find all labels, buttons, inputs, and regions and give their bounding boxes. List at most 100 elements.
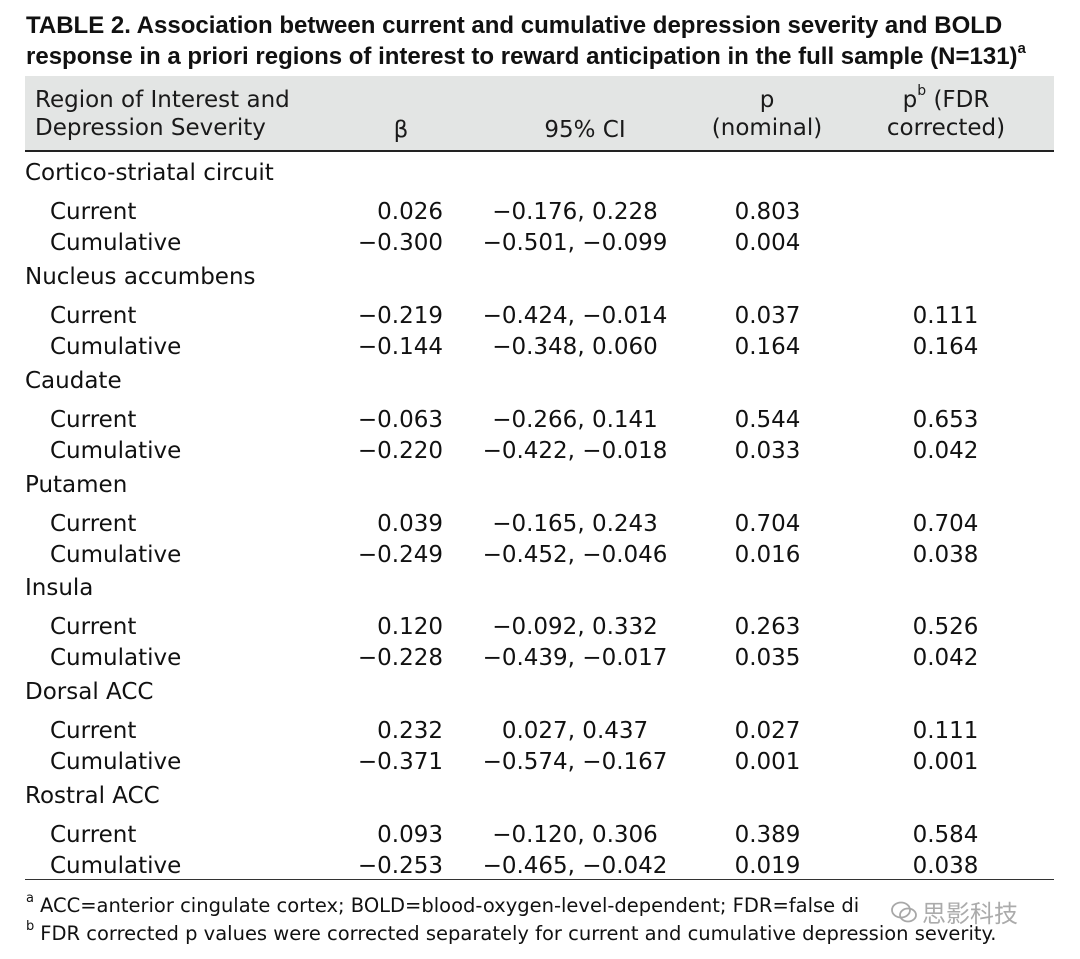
row-ci: −0.348, 0.060 [492,334,658,360]
footnote-mark: a [26,890,34,906]
row-p-fdr: 0.111 [912,718,979,744]
row-ci: −0.165, 0.243 [492,511,658,537]
row-beta: −0.253 [357,853,443,879]
row-label: Cumulative [50,853,182,879]
table-row: Current 0.039 −0.165, 0.243 0.704 0.704 [25,509,1054,540]
row-p-nominal: 0.389 [734,822,801,848]
table-row: Current −0.063 −0.266, 0.141 0.544 0.653 [25,405,1054,436]
row-beta: 0.232 [377,718,443,744]
footnote-a: a ACC=anterior cingulate cortex; BOLD=blo… [26,890,860,919]
table-row: Current 0.093 −0.120, 0.306 0.389 0.584 [25,820,1054,851]
header-region: Region of Interest and Depression Severi… [35,86,290,142]
row-label: Current [50,718,137,744]
row-p-fdr: 0.526 [912,614,979,640]
row-p-fdr: 0.001 [912,749,979,775]
header-p-nominal-line2: (nominal) [711,115,823,141]
table-bottom-rule [25,879,1054,880]
header-p-nominal-line1: p [759,87,775,113]
row-p-nominal: 0.001 [734,749,801,775]
header-p-nominal: p (nominal) [697,86,837,142]
header-p-fdr-sup: b [917,83,927,100]
row-beta: −0.144 [357,334,443,360]
row-p-nominal: 0.004 [734,230,801,256]
row-ci: −0.439, −0.017 [482,645,668,671]
row-beta: 0.026 [377,199,443,225]
row-p-nominal: 0.016 [734,542,801,568]
table-row: Current −0.219 −0.424, −0.014 0.037 0.11… [25,301,1054,332]
row-p-fdr: 0.042 [912,645,979,671]
row-p-nominal: 0.704 [734,511,801,537]
header-p-fdr-base: p [902,87,918,113]
table-title-text: TABLE 2. Association between current and… [26,12,1018,70]
row-beta: 0.093 [377,822,443,848]
row-beta: −0.219 [357,303,443,329]
row-ci: −0.574, −0.167 [482,749,668,775]
row-p-nominal: 0.019 [734,853,801,879]
table-header: Region of Interest and Depression Severi… [25,76,1054,152]
row-label: Cumulative [50,438,182,464]
row-ci: −0.120, 0.306 [492,822,658,848]
wechat-icon [890,900,917,923]
table-row: Current 0.120 −0.092, 0.332 0.263 0.526 [25,612,1054,643]
row-label: Current [50,303,137,329]
table-row: Cumulative −0.220 −0.422, −0.018 0.033 0… [25,436,1054,467]
header-p-fdr-line2: corrected) [886,115,1006,141]
row-label: Current [50,614,137,640]
table-row: Cumulative −0.253 −0.465, −0.042 0.019 0… [25,851,1054,882]
header-beta: β [393,117,409,143]
table-row: Cumulative −0.249 −0.452, −0.046 0.016 0… [25,540,1054,571]
header-p-fdr-line1: pb (FDR [863,83,1029,114]
table-body: Cortico-striatal circuit Current 0.026 −… [25,152,1054,880]
row-ci: −0.266, 0.141 [492,407,658,433]
row-ci: −0.501, −0.099 [482,230,668,256]
row-ci: −0.092, 0.332 [492,614,658,640]
row-label: Cumulative [50,230,182,256]
table-row: Cumulative −0.144 −0.348, 0.060 0.164 0.… [25,332,1054,363]
row-ci: −0.465, −0.042 [482,853,668,879]
row-ci: −0.176, 0.228 [492,199,658,225]
row-beta: −0.063 [357,407,443,433]
row-p-nominal: 0.035 [734,645,801,671]
group-name: Dorsal ACC [25,679,154,705]
row-p-fdr: 0.164 [912,334,979,360]
row-beta: −0.300 [357,230,443,256]
table-row: Cumulative −0.300 −0.501, −0.099 0.004 [25,228,1054,259]
table-row: Cumulative −0.228 −0.439, −0.017 0.035 0… [25,643,1054,674]
row-p-fdr: 0.704 [912,511,979,537]
row-p-nominal: 0.164 [734,334,801,360]
row-p-nominal: 0.803 [734,199,801,225]
table-row: Current 0.232 0.027, 0.437 0.027 0.111 [25,716,1054,747]
row-p-nominal: 0.027 [734,718,801,744]
row-ci: −0.452, −0.046 [482,542,668,568]
row-p-nominal: 0.033 [734,438,801,464]
title-footnote-mark: a [1017,40,1026,57]
footnote-b: b FDR corrected p values were corrected s… [26,920,997,947]
row-beta: −0.220 [357,438,443,464]
row-label: Cumulative [50,749,182,775]
row-beta: −0.371 [357,749,443,775]
header-ci: 95% CI [544,117,626,143]
header-p-fdr-rest: (FDR [926,87,990,113]
group-name: Insula [25,575,94,601]
row-label: Current [50,511,137,537]
row-p-fdr: 0.038 [912,542,979,568]
row-ci: −0.422, −0.018 [482,438,668,464]
row-p-fdr: 0.111 [912,303,979,329]
row-p-fdr: 0.653 [912,407,979,433]
table-title: TABLE 2. Association between current and… [26,10,1066,72]
row-p-fdr: 0.042 [912,438,979,464]
group-name: Rostral ACC [25,783,160,809]
row-beta: −0.228 [357,645,443,671]
row-beta: 0.039 [377,511,443,537]
row-p-nominal: 0.544 [734,407,801,433]
row-label: Cumulative [50,542,182,568]
header-region-line2: Depression Severity [35,115,266,141]
header-p-fdr: pb (FDR corrected) [863,83,1029,142]
watermark-text: 思影科技 [922,899,1018,928]
row-p-nominal: 0.037 [734,303,801,329]
group-name: Putamen [25,472,128,498]
header-region-line1: Region of Interest and [35,87,290,113]
row-label: Current [50,199,137,225]
footnote-text: FDR corrected p values were corrected se… [40,922,997,945]
footnote-text: ACC=anterior cingulate cortex; BOLD=bloo… [39,894,860,917]
